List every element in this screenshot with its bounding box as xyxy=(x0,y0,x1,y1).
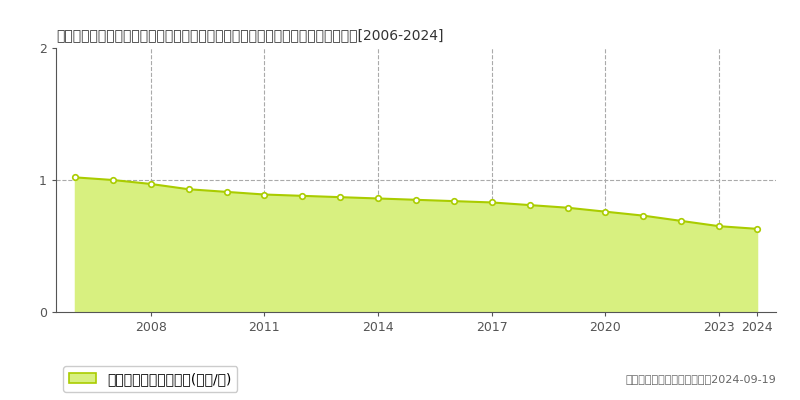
Legend: 基準地価　平均嵪単価(万円/嵪): 基準地価 平均嵪単価(万円/嵪) xyxy=(63,366,238,392)
Text: 福井県大飯郡おおい町名田庄納田終１０１号棚橋２２番１　基準地価　地価推移[2006-2024]: 福井県大飯郡おおい町名田庄納田終１０１号棚橋２２番１ 基準地価 地価推移[200… xyxy=(56,29,443,43)
Text: （Ｃ）土地価格ドットコム　2024-09-19: （Ｃ）土地価格ドットコム 2024-09-19 xyxy=(626,374,776,384)
